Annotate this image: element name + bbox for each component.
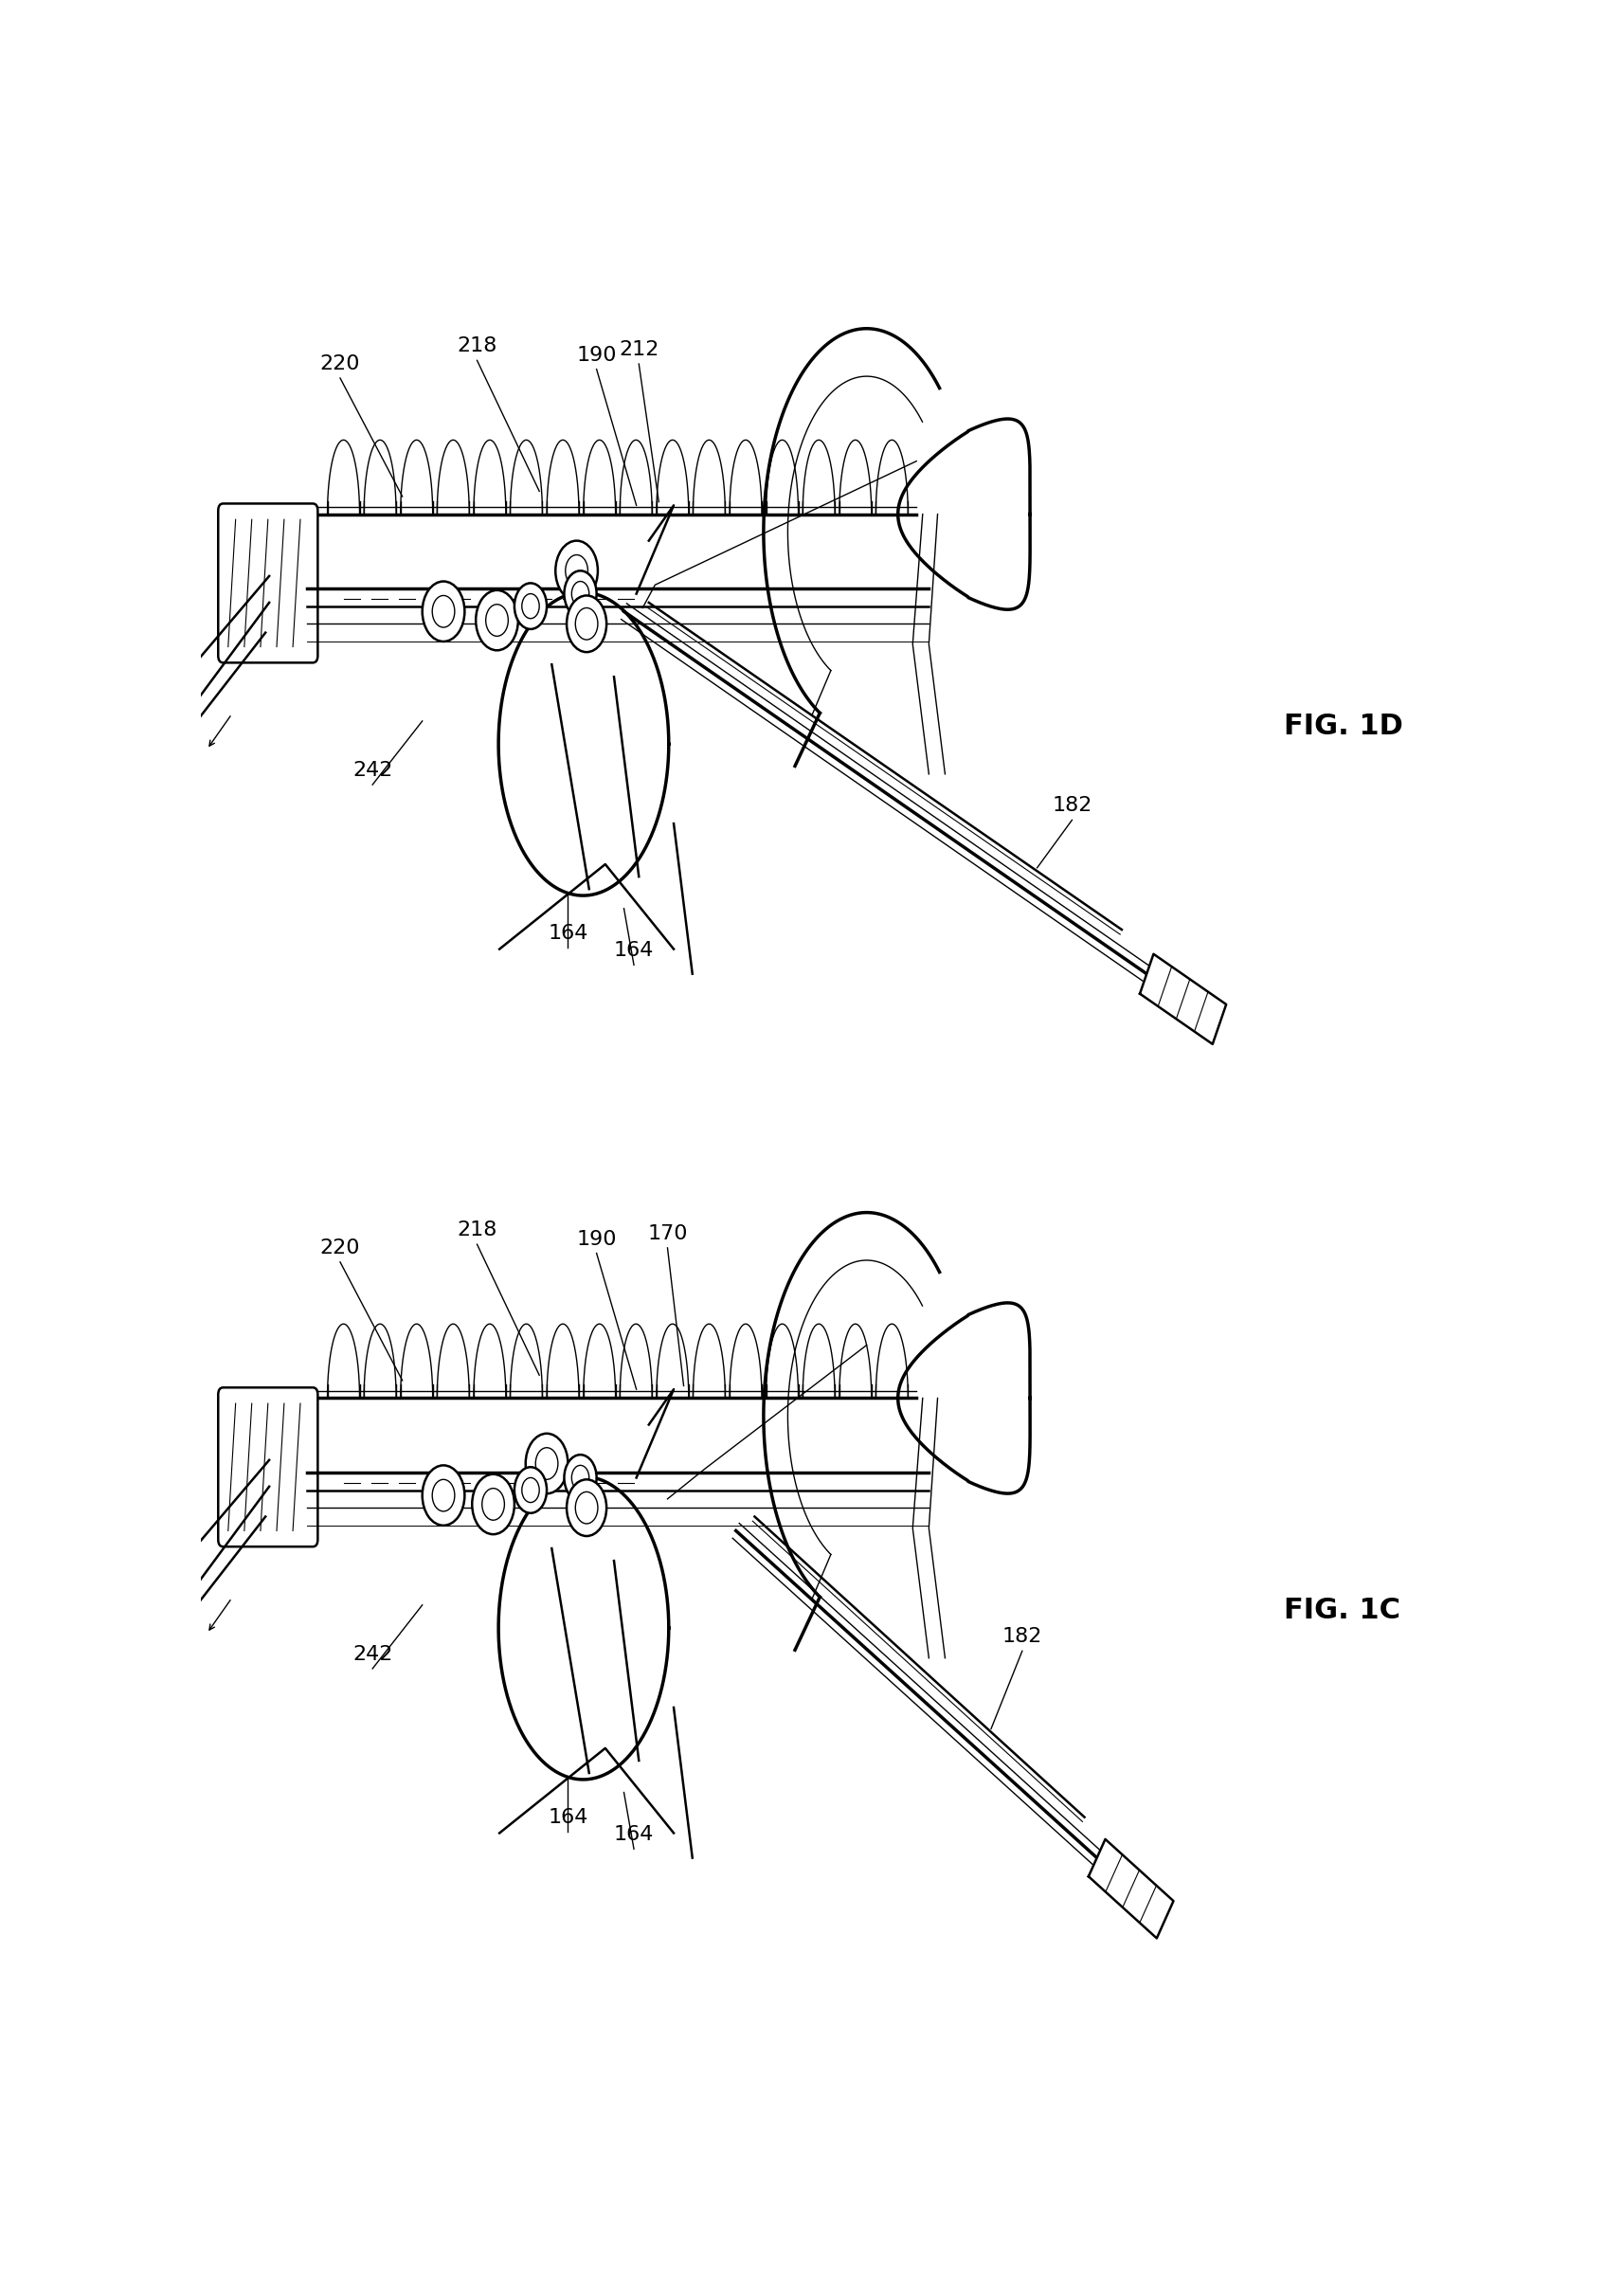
Circle shape [475,590,519,650]
Circle shape [564,1456,596,1502]
Circle shape [567,595,607,652]
Circle shape [535,1449,557,1479]
Circle shape [522,1479,540,1502]
Text: 164: 164 [613,941,654,960]
Circle shape [572,581,589,606]
FancyBboxPatch shape [218,1387,318,1548]
Circle shape [472,1474,514,1534]
Text: 182: 182 [1052,797,1092,815]
Circle shape [514,583,546,629]
Text: 164: 164 [548,923,588,944]
Text: 164: 164 [613,1825,654,1844]
Text: 182: 182 [1002,1628,1042,1646]
Text: 242: 242 [352,760,392,781]
Text: 218: 218 [458,338,498,356]
Text: 212: 212 [618,340,658,358]
Circle shape [572,1465,589,1490]
Circle shape [482,1488,504,1520]
Circle shape [567,1479,607,1536]
Circle shape [564,572,596,618]
Circle shape [432,595,454,627]
Circle shape [575,608,597,641]
Circle shape [525,1433,569,1495]
Circle shape [522,595,540,618]
Text: 242: 242 [352,1644,392,1665]
Text: 164: 164 [548,1807,588,1828]
Circle shape [422,1465,464,1525]
Circle shape [556,540,597,602]
Circle shape [514,1467,546,1513]
Text: 190: 190 [577,1231,617,1249]
Text: 170: 170 [647,1224,687,1242]
Circle shape [432,1479,454,1511]
Text: 220: 220 [320,1238,360,1258]
Text: FIG. 1C: FIG. 1C [1283,1596,1400,1623]
Circle shape [422,581,464,641]
Polygon shape [1089,1839,1174,1938]
Text: FIG. 1D: FIG. 1D [1283,712,1404,739]
Circle shape [575,1492,597,1525]
Text: 190: 190 [577,347,617,365]
Text: 218: 218 [458,1221,498,1240]
Circle shape [485,604,507,636]
Polygon shape [1140,955,1227,1045]
FancyBboxPatch shape [218,503,318,664]
Circle shape [565,556,588,588]
Text: 220: 220 [320,354,360,374]
